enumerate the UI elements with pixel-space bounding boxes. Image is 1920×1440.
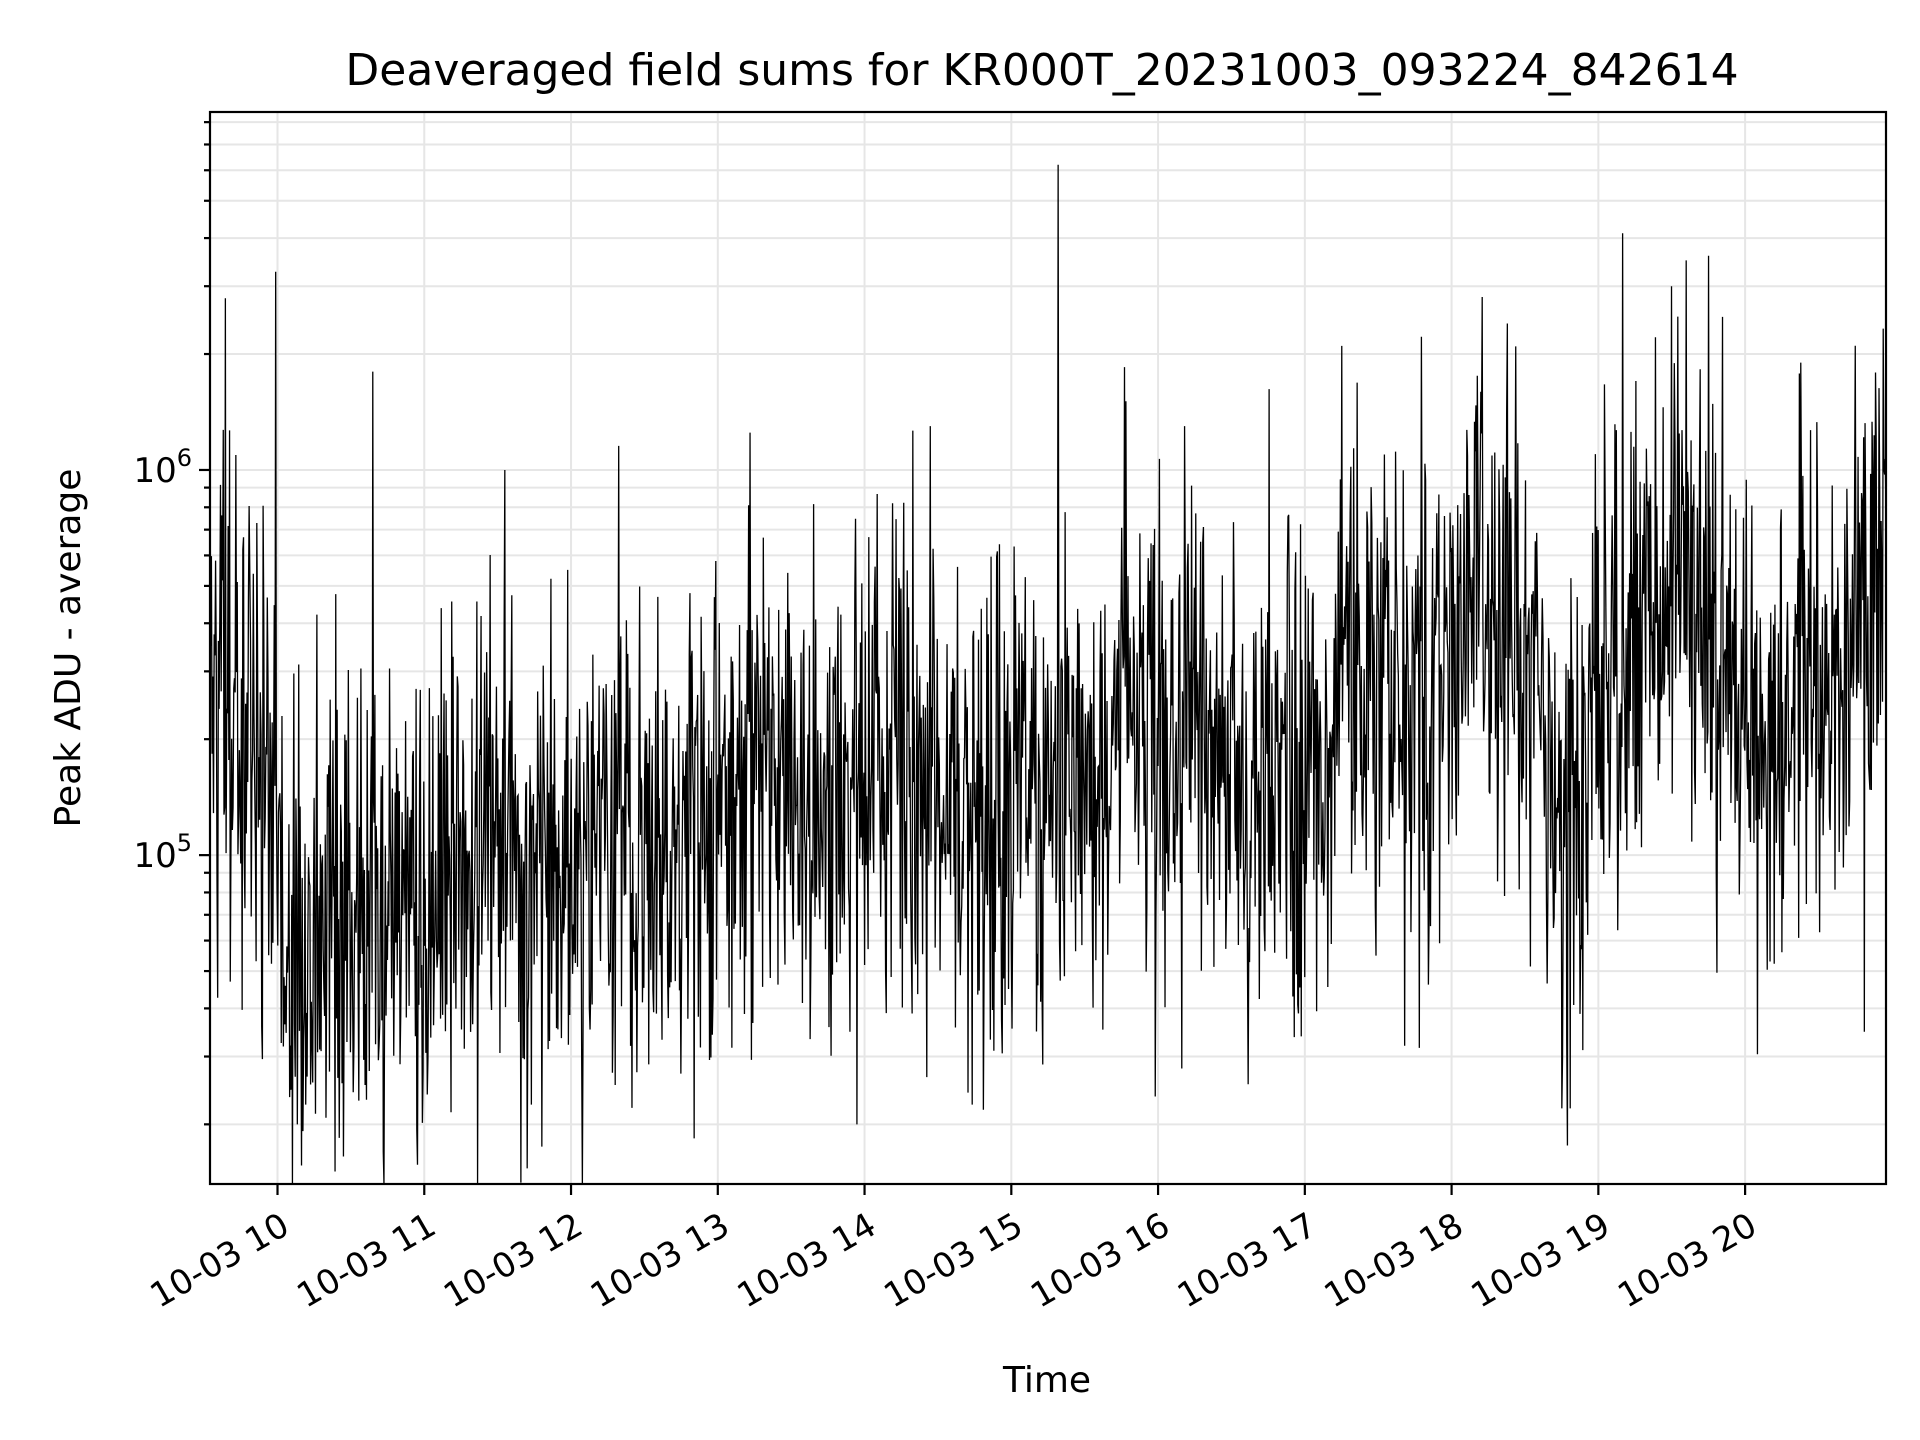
x-axis-label: Time: [1002, 1360, 1091, 1401]
y-axis-label: Peak ADU - average: [48, 469, 89, 828]
plot-frame: [208, 110, 1888, 1186]
x-tick-label: 10-03 10: [144, 1205, 296, 1316]
y-tick-label: 105: [133, 829, 192, 876]
x-tick-label: 10-03 17: [1171, 1205, 1323, 1316]
series-line: [210, 164, 1886, 1184]
chart-title: Deaveraged field sums for KR000T_2023100…: [345, 45, 1738, 96]
x-tick-label: 10-03 13: [584, 1205, 736, 1316]
x-tick-label: 10-03 19: [1464, 1205, 1616, 1316]
x-tick-label: 10-03 20: [1611, 1205, 1763, 1316]
y-tick-label: 106: [133, 444, 192, 491]
x-tick-label: 10-03 12: [437, 1205, 589, 1316]
x-tick-label: 10-03 15: [877, 1205, 1029, 1316]
x-tick-label: 10-03 16: [1024, 1205, 1176, 1316]
x-tick-label: 10-03 11: [290, 1205, 442, 1316]
y-axis: 105 106: [133, 121, 210, 1126]
x-tick-label: 10-03 18: [1318, 1205, 1470, 1316]
x-tick-label: 10-03 14: [731, 1205, 883, 1316]
